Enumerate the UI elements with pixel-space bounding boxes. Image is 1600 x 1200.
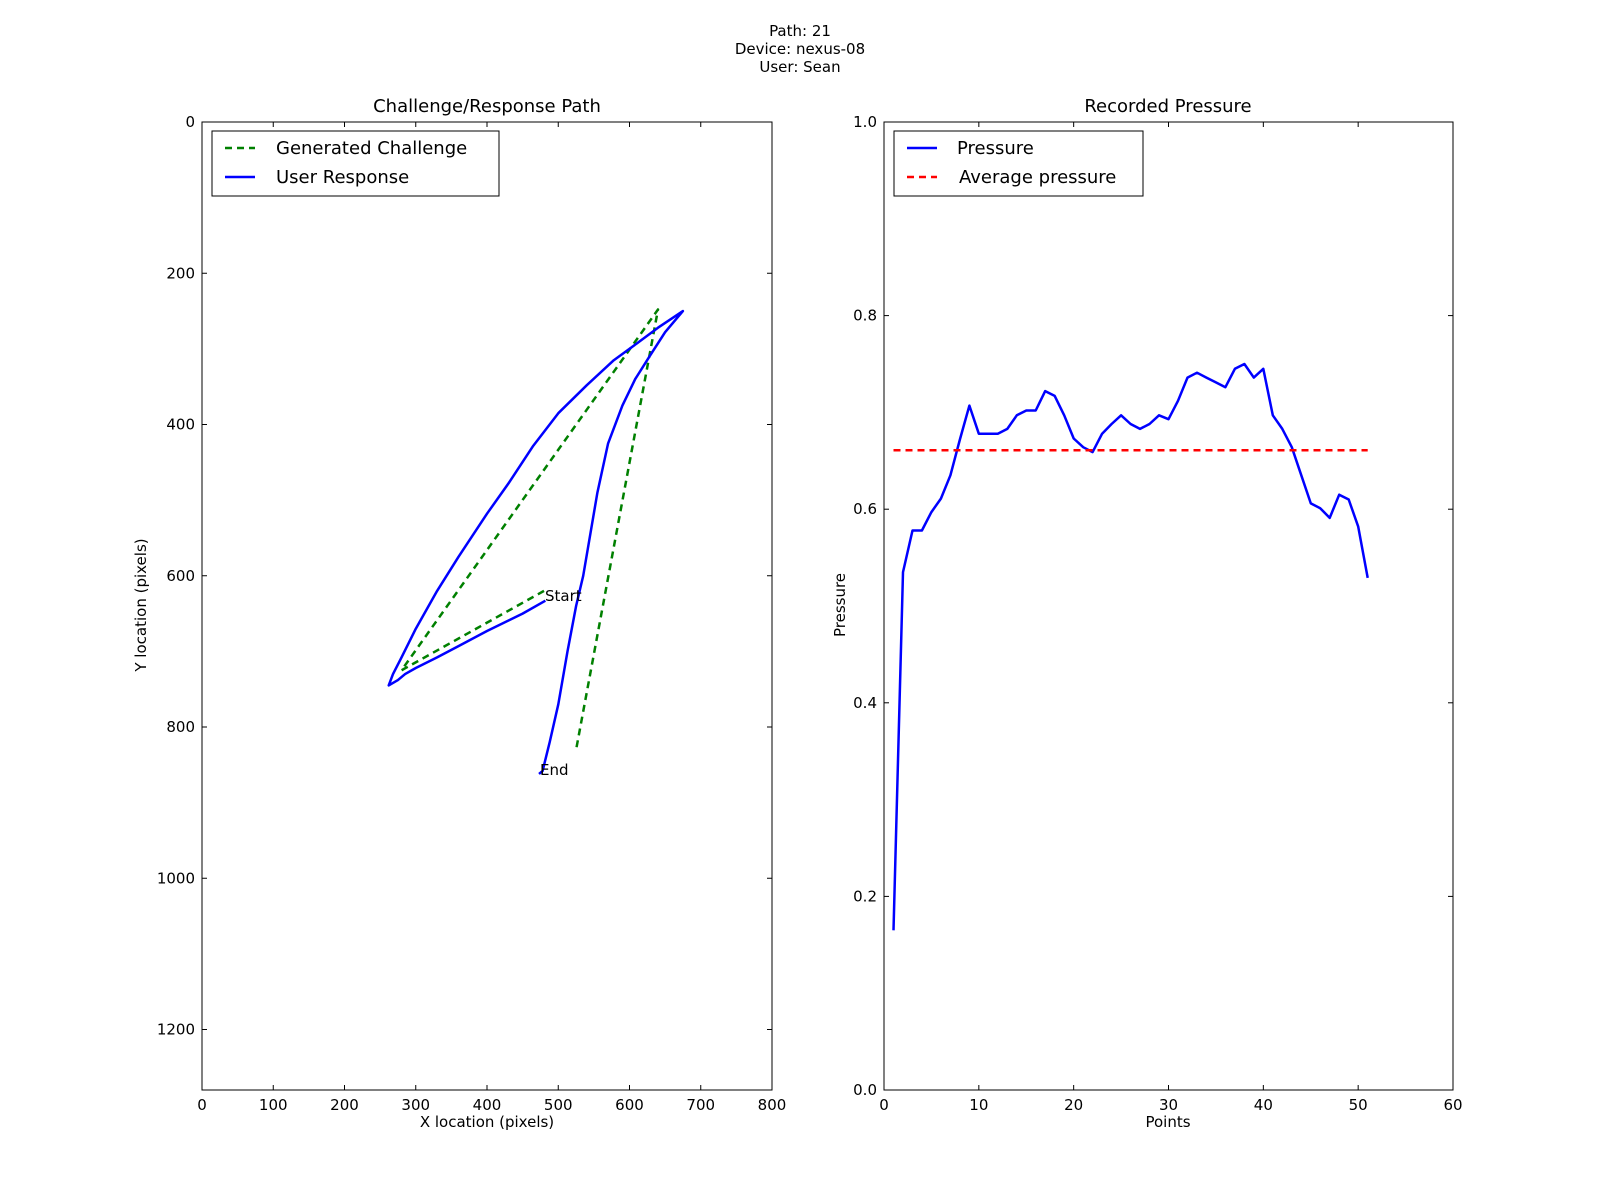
x-tick-label: 10 xyxy=(969,1096,988,1114)
y-tick-label: 0.6 xyxy=(853,500,877,518)
x-tick-label: 0 xyxy=(879,1096,889,1114)
series-line-user-response xyxy=(387,309,685,775)
path-chart-legend: Generated Challenge User Response xyxy=(211,130,500,197)
x-tick-label: 20 xyxy=(1064,1096,1083,1114)
y-tick-label: 0.4 xyxy=(853,694,877,712)
legend-label-average-pressure: Average pressure xyxy=(959,167,1116,188)
annotation-start: Start xyxy=(545,587,582,605)
path-chart: Challenge/Response Path X location (pixe… xyxy=(132,96,786,1131)
x-tick-label: 50 xyxy=(1349,1096,1368,1114)
y-tick-label: 1.0 xyxy=(853,113,877,131)
x-tick-label: 40 xyxy=(1254,1096,1273,1114)
x-tick-label: 60 xyxy=(1443,1096,1462,1114)
path-chart-xlabel: X location (pixels) xyxy=(420,1113,554,1131)
y-tick-label: 600 xyxy=(166,567,195,585)
x-tick-label: 300 xyxy=(401,1096,430,1114)
series-line-pressure xyxy=(892,362,1369,931)
pressure-chart-frame xyxy=(883,121,1454,1091)
pressure-chart-ylabel: Pressure xyxy=(831,573,849,637)
y-tick-label: 200 xyxy=(166,264,195,282)
legend-label-user-response: User Response xyxy=(276,167,409,188)
suptitle-line: User: Sean xyxy=(759,58,841,76)
path-chart-title: Challenge/Response Path xyxy=(373,96,601,117)
y-tick-label: 1000 xyxy=(157,869,195,887)
y-tick-label: 800 xyxy=(166,718,195,736)
legend-box xyxy=(893,130,1144,197)
pressure-chart-legend: Pressure Average pressure xyxy=(893,130,1144,197)
suptitle-line: Path: 21 xyxy=(769,22,831,40)
x-tick-label: 30 xyxy=(1159,1096,1178,1114)
annotation-end: End xyxy=(540,761,569,779)
y-tick-label: 0.0 xyxy=(853,1081,877,1099)
y-tick-label: 0 xyxy=(185,113,195,131)
legend-label-generated-challenge: Generated Challenge xyxy=(276,138,467,159)
x-tick-label: 200 xyxy=(330,1096,359,1114)
x-tick-label: 100 xyxy=(259,1096,288,1114)
path-chart-frame xyxy=(201,121,773,1091)
y-tick-label: 400 xyxy=(166,416,195,434)
pressure-chart-title: Recorded Pressure xyxy=(1084,96,1251,117)
path-chart-ylabel: Y location (pixels) xyxy=(132,538,150,672)
x-tick-label: 500 xyxy=(544,1096,573,1114)
y-tick-label: 0.2 xyxy=(853,887,877,905)
legend-box xyxy=(211,130,500,197)
legend-label-pressure: Pressure xyxy=(957,138,1034,159)
pressure-chart: Recorded Pressure Points Pressure 0 10 20 3… xyxy=(831,96,1463,1131)
pressure-chart-xlabel: Points xyxy=(1145,1113,1190,1131)
x-tick-label: 400 xyxy=(473,1096,502,1114)
x-tick-label: 800 xyxy=(758,1096,787,1114)
x-tick-label: 700 xyxy=(686,1096,715,1114)
suptitle-line: Device: nexus-08 xyxy=(734,40,866,58)
figure-suptitle: Path: 21 Device: nexus-08 User: Sean xyxy=(0,22,1600,76)
y-tick-label: 1200 xyxy=(157,1021,195,1039)
y-tick-label: 0.8 xyxy=(853,307,877,325)
x-tick-label: 0 xyxy=(197,1096,207,1114)
x-tick-label: 600 xyxy=(615,1096,644,1114)
series-line-generated-challenge xyxy=(400,308,660,750)
